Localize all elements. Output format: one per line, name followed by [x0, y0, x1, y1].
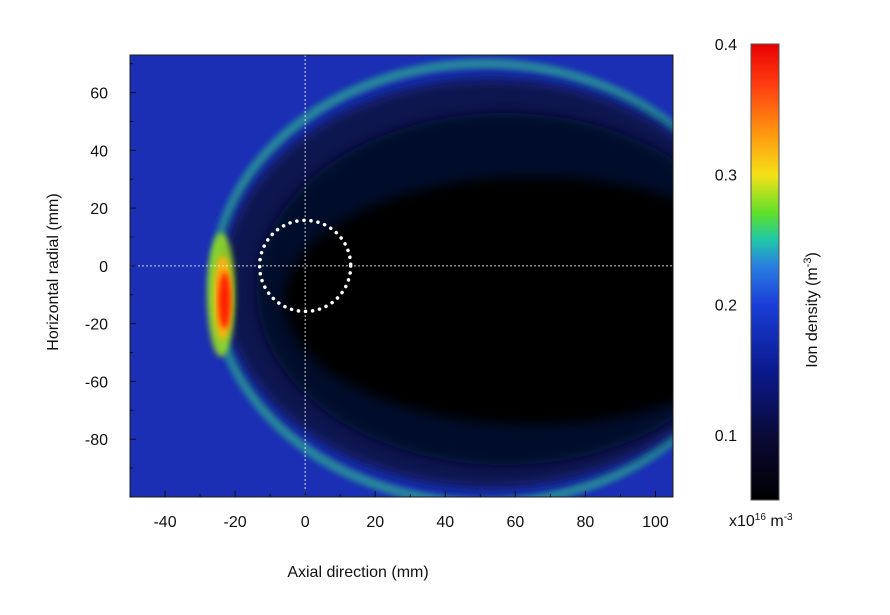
- density-field: [207, 58, 673, 497]
- x-tick-label: -40: [153, 514, 176, 531]
- x-tick-label: 40: [436, 514, 454, 531]
- x-tick-label: 100: [642, 514, 669, 531]
- colorbar-gradient: [750, 43, 780, 501]
- plot-frame: [129, 54, 674, 498]
- colorbar-ticks: 0.4 0.3 0.2 0.1: [715, 37, 737, 445]
- y-tick-label: -60: [85, 374, 108, 391]
- y-axis-title: Horizontal radial (mm): [45, 193, 62, 350]
- y-tick-label: 0: [99, 259, 108, 276]
- y-tick-label: 20: [90, 201, 108, 218]
- colorbar-tick-label: 0.1: [715, 428, 737, 445]
- colorbar-title: Ion density (m-3): [802, 252, 821, 368]
- y-tick-label: -20: [85, 317, 108, 334]
- y-tick-label: 40: [90, 143, 108, 160]
- x-axis-ticks: -40 -20 0 20 40 60 80 100: [129, 491, 669, 531]
- colorbar: 0.4 0.3 0.2 0.1 Ion density (m-3) x1016 m-3: [715, 37, 821, 530]
- colorbar-tick-label: 0.2: [715, 298, 737, 315]
- y-axis-ticks: 60 40 20 0 -20 -60 -80: [85, 63, 136, 498]
- colorbar-tick-label: 0.4: [715, 37, 737, 54]
- x-tick-label: 0: [301, 514, 310, 531]
- x-axis-title: Axial direction (mm): [287, 564, 428, 581]
- colorbar-unit: x1016 m-3: [729, 512, 793, 530]
- x-tick-label: 20: [366, 514, 384, 531]
- x-tick-label: 60: [506, 514, 524, 531]
- cavity-core: [284, 176, 673, 425]
- dotted-circle-marker: [257, 218, 353, 314]
- x-tick-label: -20: [224, 514, 247, 531]
- density-peak: [218, 272, 231, 329]
- y-tick-label: -80: [85, 432, 108, 449]
- y-tick-label: 60: [90, 86, 108, 103]
- colorbar-tick-label: 0.3: [715, 167, 737, 184]
- x-tick-label: 80: [577, 514, 595, 531]
- heatmap-plot-area: [130, 55, 673, 497]
